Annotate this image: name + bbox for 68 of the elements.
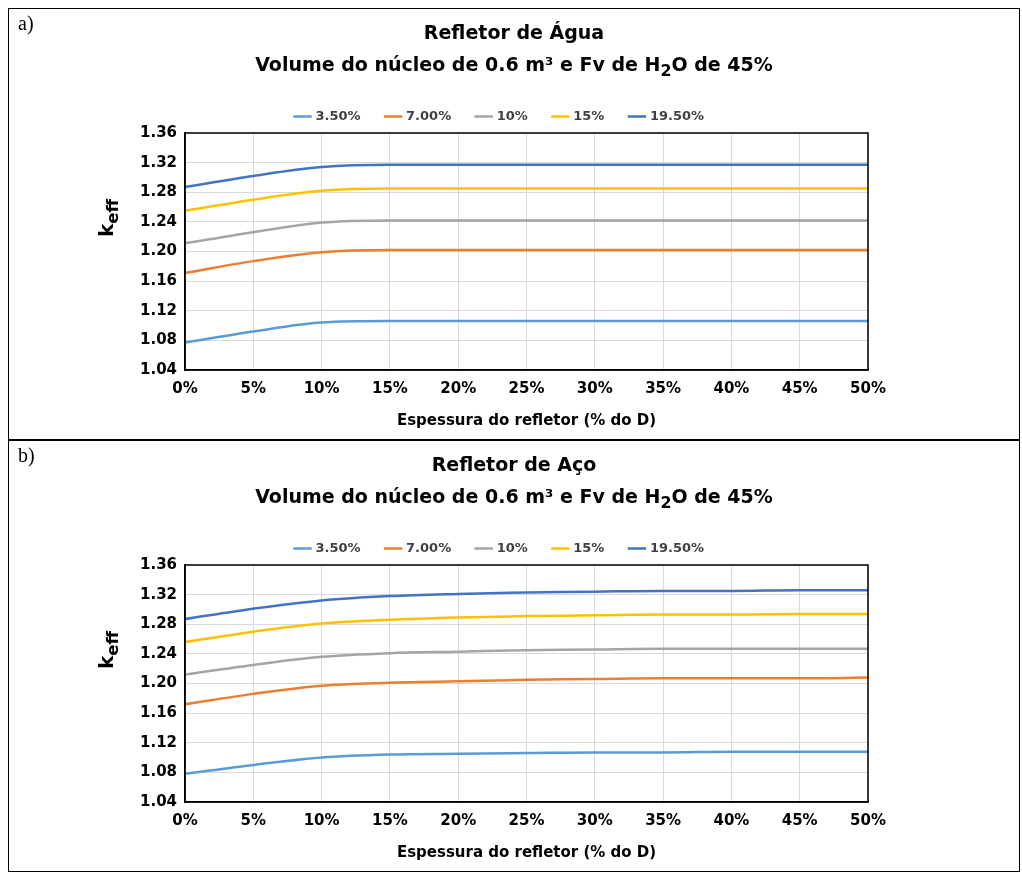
x-tick-label: 50%	[850, 810, 886, 829]
x-tick-label: 40%	[713, 378, 750, 397]
y-tick-label: 1.20	[139, 673, 178, 692]
y-tick-label: 1.28	[139, 614, 178, 633]
text: b)	[18, 444, 35, 467]
legend-label: 3.50%	[315, 107, 361, 123]
legend-label: 7.00%	[406, 107, 452, 123]
line-series	[185, 248, 868, 275]
line-series	[185, 750, 868, 776]
line-series	[185, 588, 868, 621]
line-series	[185, 219, 868, 245]
y-tick-label: 1.24	[139, 211, 178, 230]
x-tick-label: 40%	[713, 810, 750, 829]
y-tick-label: 1.28	[139, 182, 178, 201]
x-axis-title: Espessura do refletor (% do D)	[396, 410, 657, 429]
x-tick-label: 25%	[508, 378, 545, 397]
legend-label: 19.50%	[649, 107, 705, 123]
x-tick-label: 10%	[303, 378, 340, 397]
line-series	[185, 612, 868, 644]
y-tick-label: 1.08	[139, 762, 178, 781]
line-series	[185, 163, 868, 189]
x-tick-label: 15%	[371, 810, 408, 829]
y-tick-label: 1.20	[139, 241, 178, 260]
line-series	[185, 187, 868, 213]
text: a)	[18, 12, 34, 35]
x-tick-label: 50%	[850, 378, 886, 397]
legend-label: 10%	[496, 539, 528, 555]
y-tick-label: 1.08	[139, 330, 178, 349]
x-tick-label: 30%	[576, 810, 613, 829]
y-tick-label: 1.04	[139, 359, 178, 378]
legend-label: 15%	[573, 107, 605, 123]
legend-label: 15%	[573, 539, 605, 555]
x-tick-label: 0%	[172, 810, 198, 829]
x-tick-label: 45%	[781, 810, 818, 829]
line-series	[185, 676, 868, 706]
x-tick-label: 25%	[508, 810, 545, 829]
y-tick-label: 1.32	[139, 584, 178, 603]
x-tick-label: 20%	[440, 378, 477, 397]
x-tick-label: 0%	[172, 378, 198, 397]
y-tick-label: 1.16	[139, 271, 178, 290]
y-tick-label: 1.36	[139, 554, 178, 573]
legend-label: 19.50%	[649, 539, 705, 555]
x-tick-label: 5%	[240, 810, 267, 829]
chart-title: Refletor de Aço	[431, 453, 597, 475]
x-tick-label: 15%	[371, 378, 408, 397]
y-tick-label: 1.12	[139, 732, 178, 751]
y-tick-label: 1.24	[139, 643, 178, 662]
x-tick-label: 35%	[645, 378, 682, 397]
x-tick-label: 20%	[440, 810, 477, 829]
y-tick-label: 1.16	[139, 703, 178, 722]
chart-subtitle: Volume do núcleo de 0.6 m³ e Fv de H$_{2}$O de 45%	[254, 52, 774, 82]
legend-label: 10%	[496, 107, 528, 123]
legend-label: 7.00%	[406, 539, 452, 555]
x-axis-title: Espessura do refletor (% do D)	[396, 842, 657, 861]
x-tick-label: 35%	[645, 810, 682, 829]
x-tick-label: 45%	[781, 378, 818, 397]
x-tick-label: 30%	[576, 378, 613, 397]
y-tick-label: 1.32	[139, 152, 178, 171]
legend-label: 3.50%	[315, 539, 361, 555]
chart-subtitle: Volume do núcleo de 0.6 m³ e Fv de H$_{2}$O de 45%	[254, 484, 774, 514]
x-tick-label: 10%	[303, 810, 340, 829]
line-series	[185, 647, 868, 676]
line-series	[185, 319, 868, 344]
y-tick-label: 1.04	[139, 791, 178, 810]
y-tick-label: 1.36	[139, 122, 178, 141]
y-tick-label: 1.12	[139, 300, 178, 319]
chart-title: Refletor de Água	[423, 21, 605, 43]
x-tick-label: 5%	[240, 378, 267, 397]
